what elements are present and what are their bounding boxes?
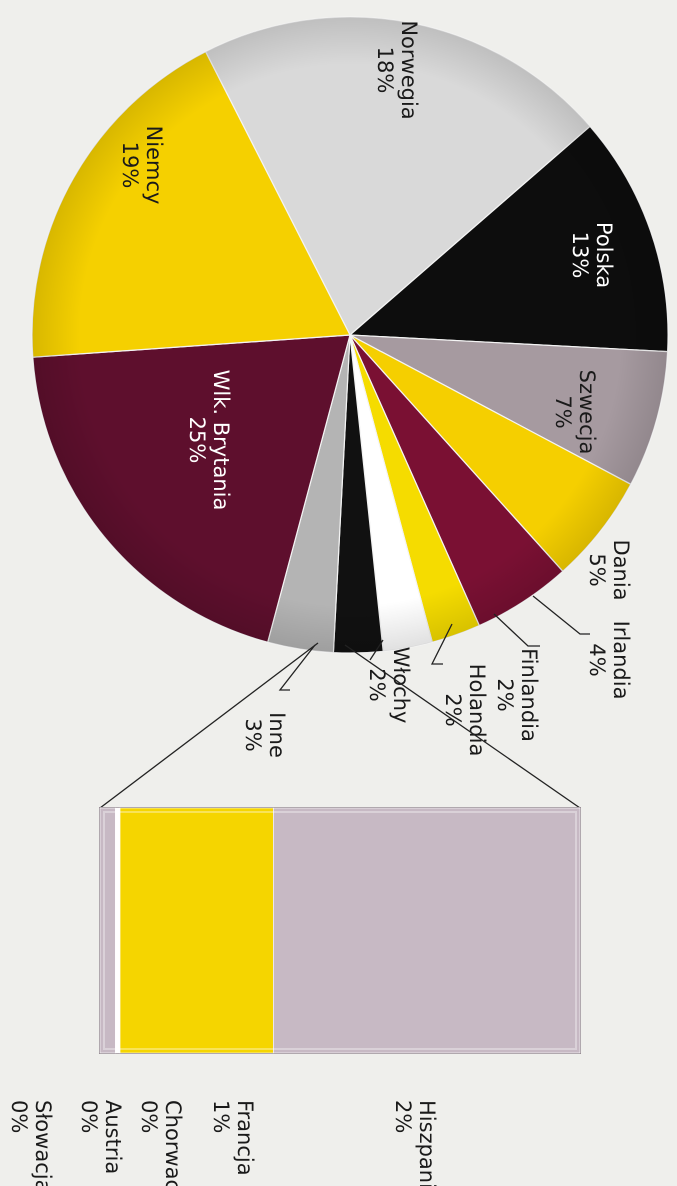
connector-line-right bbox=[344, 644, 581, 809]
leader-line-wlochy bbox=[369, 639, 384, 661]
pie-label-value-szwecja: 7% bbox=[551, 395, 575, 428]
bar-label-value-austria: 0% bbox=[77, 1100, 101, 1133]
bar-label-name-austria: Austria bbox=[101, 1100, 125, 1174]
bar-segment-chorwacja bbox=[115, 807, 121, 1054]
pie-label-value-polska: 13% bbox=[568, 232, 592, 279]
bar-label-value-francja: 1% bbox=[209, 1100, 233, 1133]
pie-bar-connectors bbox=[99, 642, 581, 809]
leader-line-finlandia bbox=[493, 613, 540, 647]
bar-label-value-hiszpania: 2% bbox=[391, 1100, 415, 1133]
pie-label-name-norwegia: Norwegia bbox=[397, 20, 421, 119]
pie-label-name-niemcy: Niemcy bbox=[142, 126, 166, 205]
pie-label-name-szwecja: Szwecja bbox=[575, 370, 599, 455]
pie-label-value-niemcy: 19% bbox=[118, 142, 142, 189]
pie-label-value-norwegia: 18% bbox=[373, 47, 397, 94]
bar-segment-francja bbox=[119, 807, 274, 1054]
pie-label-name-irlandia: Irlandia bbox=[609, 621, 633, 700]
pie-label-name-holandia: Holandia bbox=[465, 664, 489, 757]
pie-label-name-dania: Dania bbox=[609, 539, 633, 600]
pie-label-name-wlk-brytania: Wlk. Brytania bbox=[209, 370, 233, 511]
bar-label-name-francja: Francja bbox=[233, 1100, 257, 1176]
bar-segment-hiszpania bbox=[272, 807, 581, 1054]
pie-label-name-wlochy: Włochy bbox=[389, 647, 413, 724]
bar-label-name-chorwacja: Chorwacja bbox=[161, 1100, 185, 1186]
pie-label-value-dania: 5% bbox=[585, 553, 609, 586]
leader-line-inne bbox=[278, 644, 316, 691]
pie-label-value-irlandia: 4% bbox=[585, 643, 609, 676]
pie-label-name-polska: Polska bbox=[592, 222, 616, 288]
bar-label-value-chorwacja: 0% bbox=[137, 1100, 161, 1133]
leader-line-holandia bbox=[430, 623, 453, 665]
pie-label-value-inne: 3% bbox=[241, 718, 265, 751]
bar-label-value-slowacja: 0% bbox=[7, 1100, 31, 1133]
leader-line-irlandia bbox=[532, 595, 590, 635]
pie-label-value-finlandia: 2% bbox=[493, 678, 517, 711]
stacked-bar-chart: Hiszpania2%Francja1%Chorwacja0%Austria0%… bbox=[7, 807, 581, 1186]
pie-label-name-finlandia: Finlandia bbox=[517, 648, 541, 742]
bar-segment-austria bbox=[99, 807, 116, 1054]
bar-bevel bbox=[103, 811, 577, 1050]
pie-label-value-holandia: 2% bbox=[441, 693, 465, 726]
pie-rim-shade bbox=[32, 17, 668, 653]
bar-label-name-slowacja: Słowacja bbox=[31, 1100, 55, 1186]
bar-label-name-hiszpania: Hiszpania bbox=[415, 1100, 439, 1186]
connector-line-left bbox=[99, 642, 319, 809]
pie-label-name-inne: Inne bbox=[265, 712, 289, 758]
pie-label-value-wlochy: 2% bbox=[365, 668, 389, 701]
pie-label-value-wlk-brytania: 25% bbox=[185, 417, 209, 464]
